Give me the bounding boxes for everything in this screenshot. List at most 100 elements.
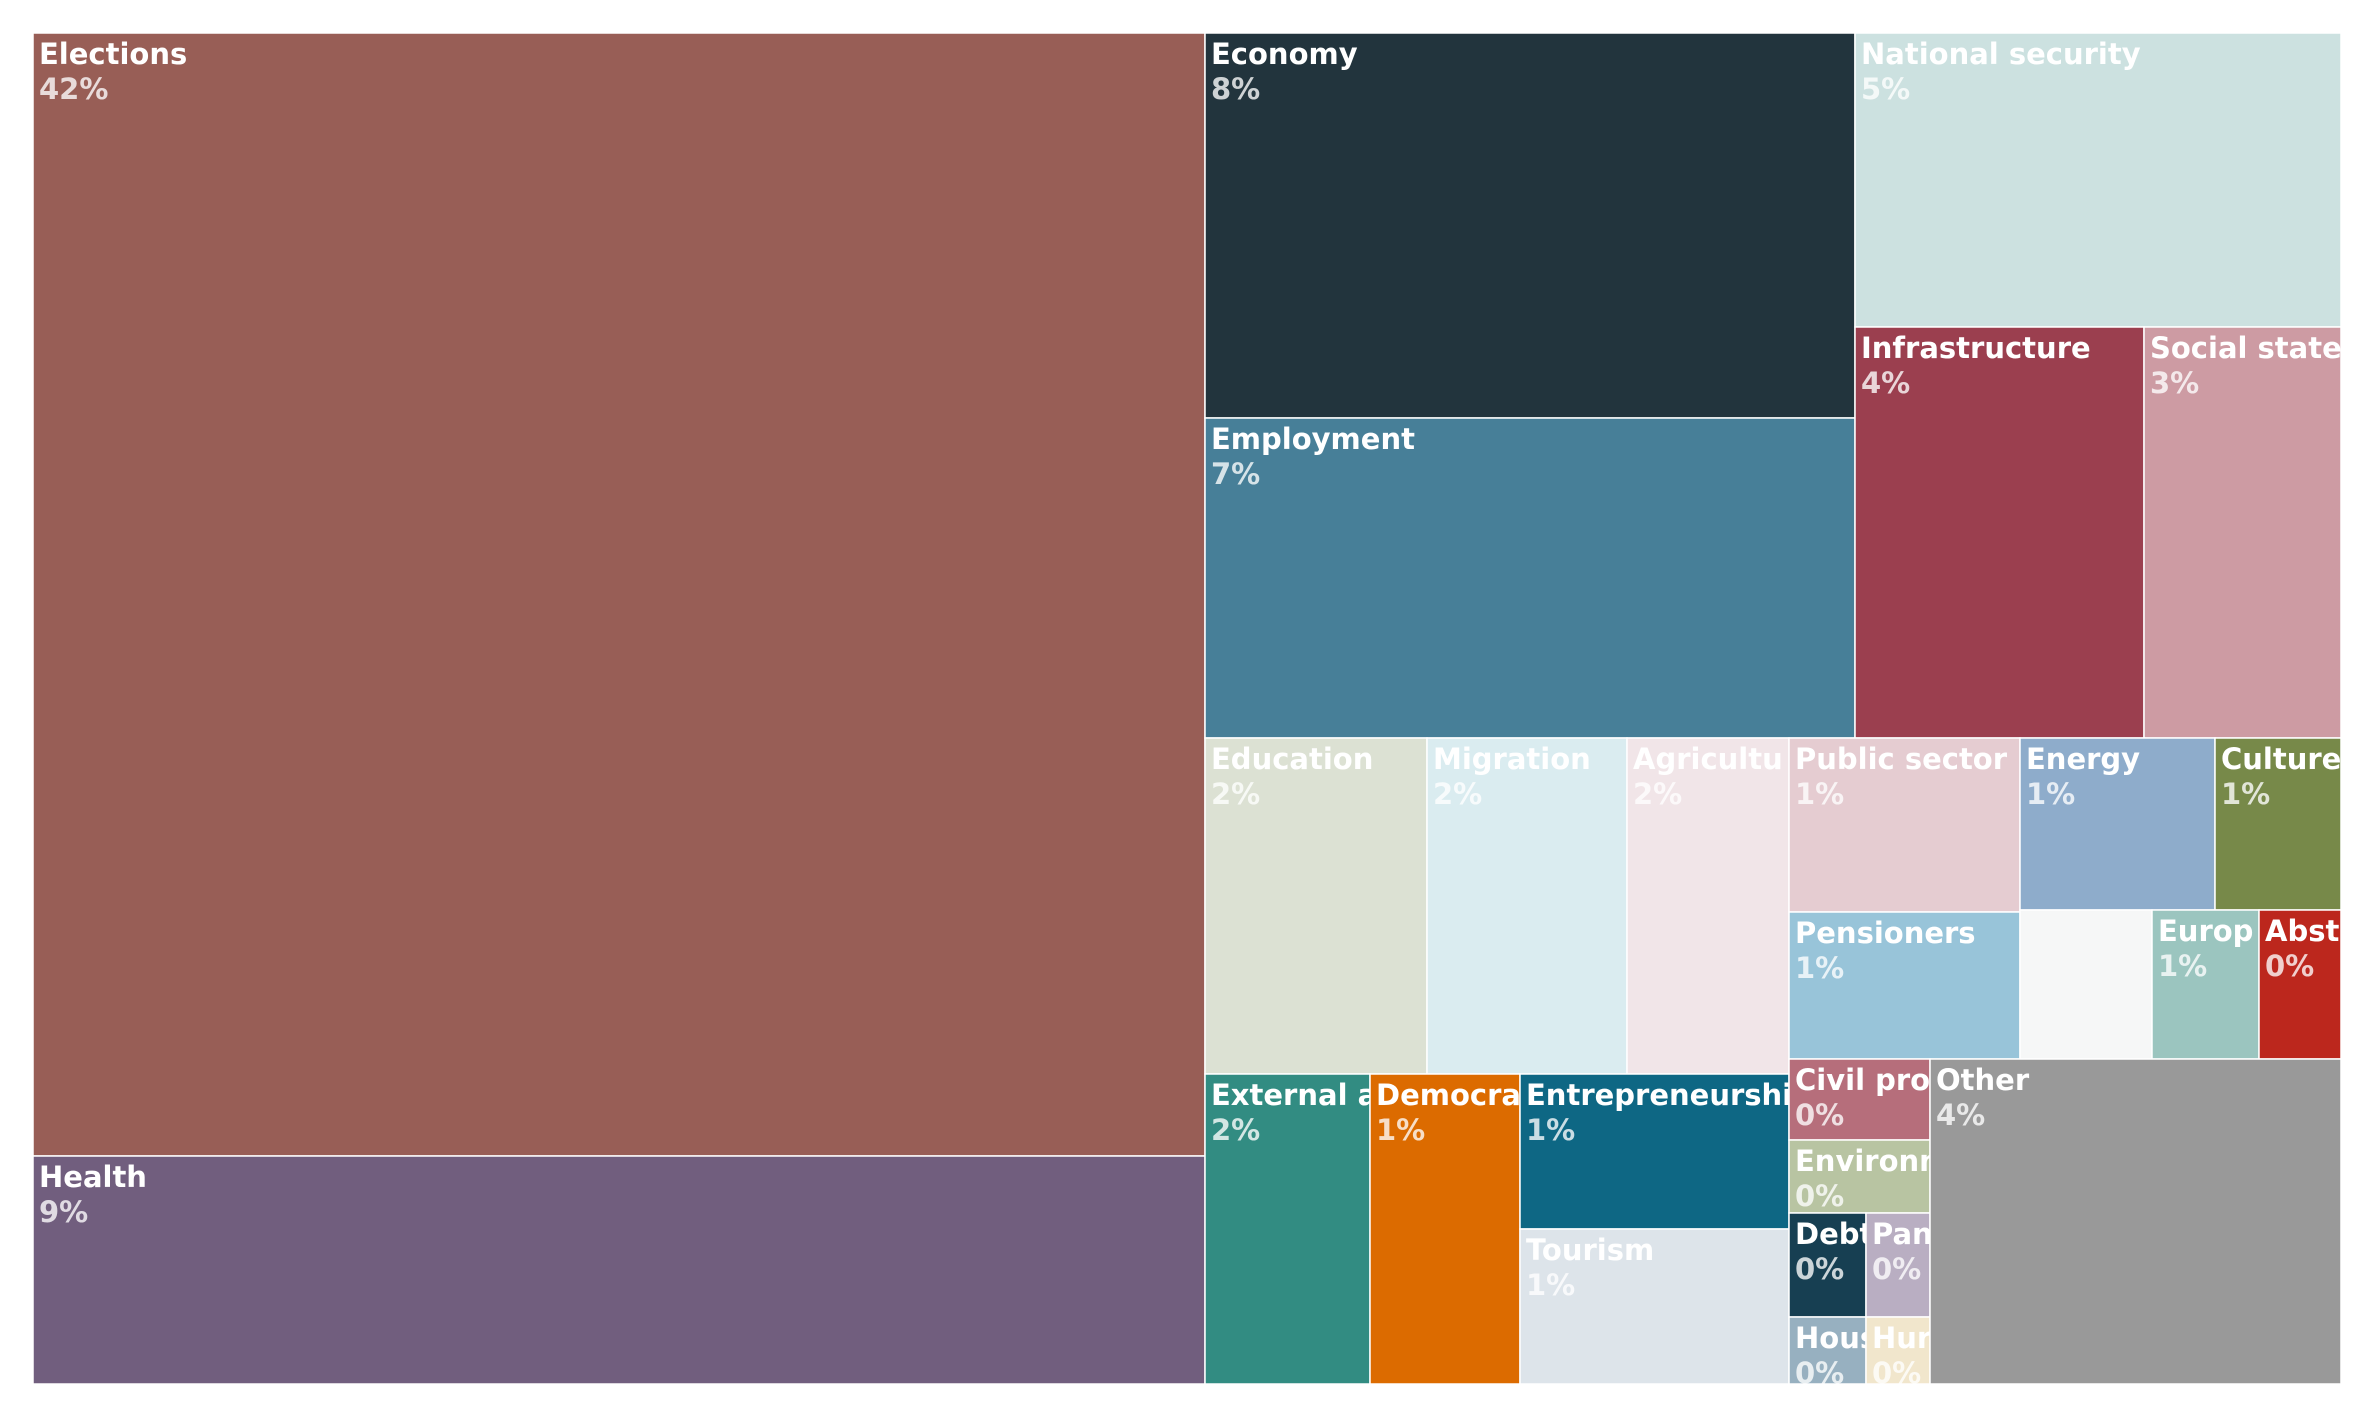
tile-label-social-state: Social state — [2150, 331, 2342, 365]
tile-rect-social-state — [2143, 326, 2342, 739]
tile-rect-pandemic — [1865, 1212, 1931, 1318]
tile-rect-civil-protection — [1788, 1058, 1931, 1141]
tile-label-democracy: Democra — [1376, 1078, 1521, 1112]
tile-value-democracy: 1% — [1376, 1113, 1425, 1147]
tile-value-abst: 0% — [2265, 949, 2314, 983]
tile-label-national-security: National security — [1861, 37, 2141, 71]
tile-label-external-affairs: External a — [1211, 1078, 1377, 1112]
tile-rect-education — [1204, 737, 1428, 1075]
tile-label-europe: Europ — [2158, 914, 2253, 948]
tile-label-economy: Economy — [1211, 37, 1358, 71]
tile-rect-entrepreneurship — [1519, 1073, 1790, 1230]
tile-label-infrastructure: Infrastructure — [1861, 331, 2091, 365]
tile-rect-migration — [1426, 737, 1628, 1075]
tile-value-entrepreneurship: 1% — [1526, 1113, 1575, 1147]
tile-rect-debt — [1788, 1212, 1867, 1318]
tile-rect-agriculture — [1626, 737, 1790, 1075]
tile-value-national-security: 5% — [1861, 72, 1910, 106]
tile-rect-other — [1929, 1058, 2342, 1385]
tile-rect-economy — [1204, 32, 1856, 419]
tile-value-external-affairs: 2% — [1211, 1113, 1260, 1147]
tile-label-debt: Debt — [1795, 1217, 1873, 1251]
tile-label-civil-protection: Civil pro — [1795, 1063, 1930, 1097]
tile-label-entrepreneurship: Entrepreneurshi — [1526, 1078, 1792, 1112]
tile-rect-europe — [2151, 909, 2260, 1060]
tile-label-education: Education — [1211, 742, 1373, 776]
tile-value-health: 9% — [39, 1195, 88, 1229]
tile-label-abst: Abst — [2265, 914, 2339, 948]
tile-rect-employment — [1204, 417, 1856, 739]
tile-rect-external-affairs — [1204, 1073, 1371, 1385]
tile-value-debt: 0% — [1795, 1252, 1844, 1286]
tile-label-housing: Hous — [1795, 1321, 1877, 1355]
tile-rect-abst — [2258, 909, 2342, 1060]
tile-rect-tourism — [1519, 1228, 1790, 1385]
tile-label-health: Health — [39, 1160, 147, 1194]
tile-value-housing: 0% — [1795, 1356, 1844, 1390]
tile-rect-infrastructure — [1854, 326, 2145, 739]
tile-rect-elections — [32, 32, 1206, 1157]
tile-value-europe: 1% — [2158, 949, 2207, 983]
tile-label-migration: Migration — [1433, 742, 1591, 776]
tile-rect-national-security — [1854, 32, 2342, 328]
tile-label-tourism: Tourism — [1526, 1233, 1654, 1267]
tile-rect-human-rights — [1865, 1316, 1931, 1385]
tile-label-energy: Energy — [2026, 742, 2140, 776]
tile-value-employment: 7% — [1211, 457, 1260, 491]
tile-label-agriculture: Agricultu — [1633, 742, 1783, 776]
tile-value-public-sector: 1% — [1795, 777, 1844, 811]
tile-value-tourism: 1% — [1526, 1268, 1575, 1302]
tile-value-education: 2% — [1211, 777, 1260, 811]
tile-value-infrastructure: 4% — [1861, 366, 1910, 400]
tile-label-elections: Elections — [39, 37, 187, 71]
tile-rect-health — [32, 1155, 1206, 1385]
tile-rect-public-sector — [1788, 737, 2021, 913]
tile-value-elections: 42% — [39, 72, 108, 106]
tile-label-environment: Environm — [1795, 1144, 1949, 1178]
tile-label-employment: Employment — [1211, 422, 1415, 456]
tile-value-environment: 0% — [1795, 1179, 1844, 1213]
tile-rect-unlabeled — [2019, 909, 2153, 1060]
tile-rect-environment — [1788, 1139, 1931, 1214]
tile-label-pandemic: Pan — [1872, 1217, 1933, 1251]
tile-value-economy: 8% — [1211, 72, 1260, 106]
tile-value-energy: 1% — [2026, 777, 2075, 811]
tile-rect-democracy — [1369, 1073, 1521, 1385]
tile-rect-housing — [1788, 1316, 1867, 1385]
tile-external-affairs: External a2% — [1204, 1073, 1377, 1385]
tile-value-agriculture: 2% — [1633, 777, 1682, 811]
tile-label-pensioners: Pensioners — [1795, 916, 1976, 950]
tile-value-culture: 1% — [2221, 777, 2270, 811]
tile-label-culture: Culture — [2221, 742, 2341, 776]
tile-value-pandemic: 0% — [1872, 1252, 1921, 1286]
tile-value-other: 4% — [1936, 1098, 1985, 1132]
tile-unlabeled — [2019, 909, 2153, 1060]
tile-value-migration: 2% — [1433, 777, 1482, 811]
tile-value-pensioners: 1% — [1795, 951, 1844, 985]
